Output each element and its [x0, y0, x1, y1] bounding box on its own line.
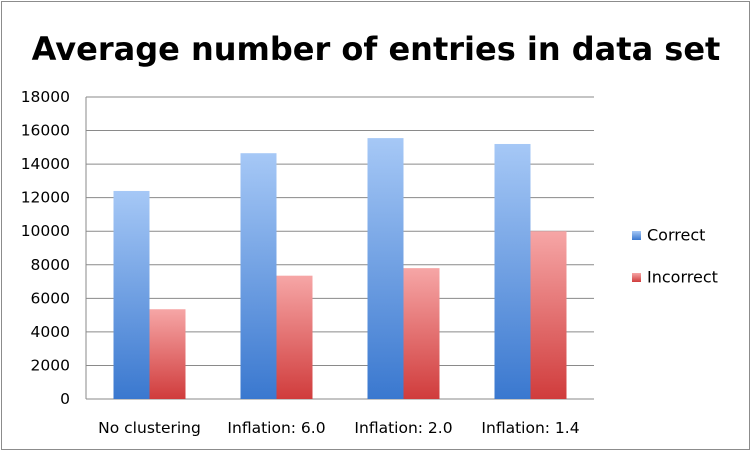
y-tick-label: 12000: [21, 189, 70, 207]
x-tick-label: Inflation: 2.0: [354, 419, 452, 437]
legend-swatch-incorrect: [632, 273, 641, 282]
y-tick-label: 8000: [31, 256, 70, 274]
y-tick-label: 16000: [21, 122, 70, 140]
legend: Correct Incorrect: [632, 226, 718, 287]
legend-swatch-correct: [632, 231, 641, 240]
y-tick-label: 2000: [31, 356, 70, 374]
legend-label-incorrect: Incorrect: [647, 268, 718, 287]
bar-correct: [367, 138, 404, 399]
y-axis-ticks: 0 2000 4000 6000 8000 10000 12000 14000 16000 180…: [21, 88, 70, 408]
x-axis-ticks: No clustering Inflation: 6.0 Inflation: 2.…: [98, 419, 579, 437]
bars: [113, 138, 567, 399]
x-tick-label: No clustering: [98, 419, 201, 437]
bar-correct: [113, 190, 150, 399]
y-tick-label: 18000: [21, 88, 70, 106]
bar-correct: [494, 143, 531, 399]
y-tick-label: 4000: [31, 323, 70, 341]
bar-correct: [240, 153, 277, 399]
bar-incorrect: [276, 275, 313, 399]
bar-incorrect: [530, 231, 567, 399]
bar-incorrect: [403, 268, 440, 399]
x-tick-label: Inflation: 1.4: [481, 419, 579, 437]
y-tick-label: 10000: [21, 222, 70, 240]
legend-label-correct: Correct: [647, 226, 705, 245]
bar-incorrect: [149, 309, 186, 399]
x-tick-label: Inflation: 6.0: [227, 419, 325, 437]
y-tick-label: 14000: [21, 155, 70, 173]
y-tick-label: 6000: [31, 289, 70, 307]
y-tick-label: 0: [60, 390, 70, 408]
chart-title: Average number of entries in data set: [32, 30, 721, 68]
